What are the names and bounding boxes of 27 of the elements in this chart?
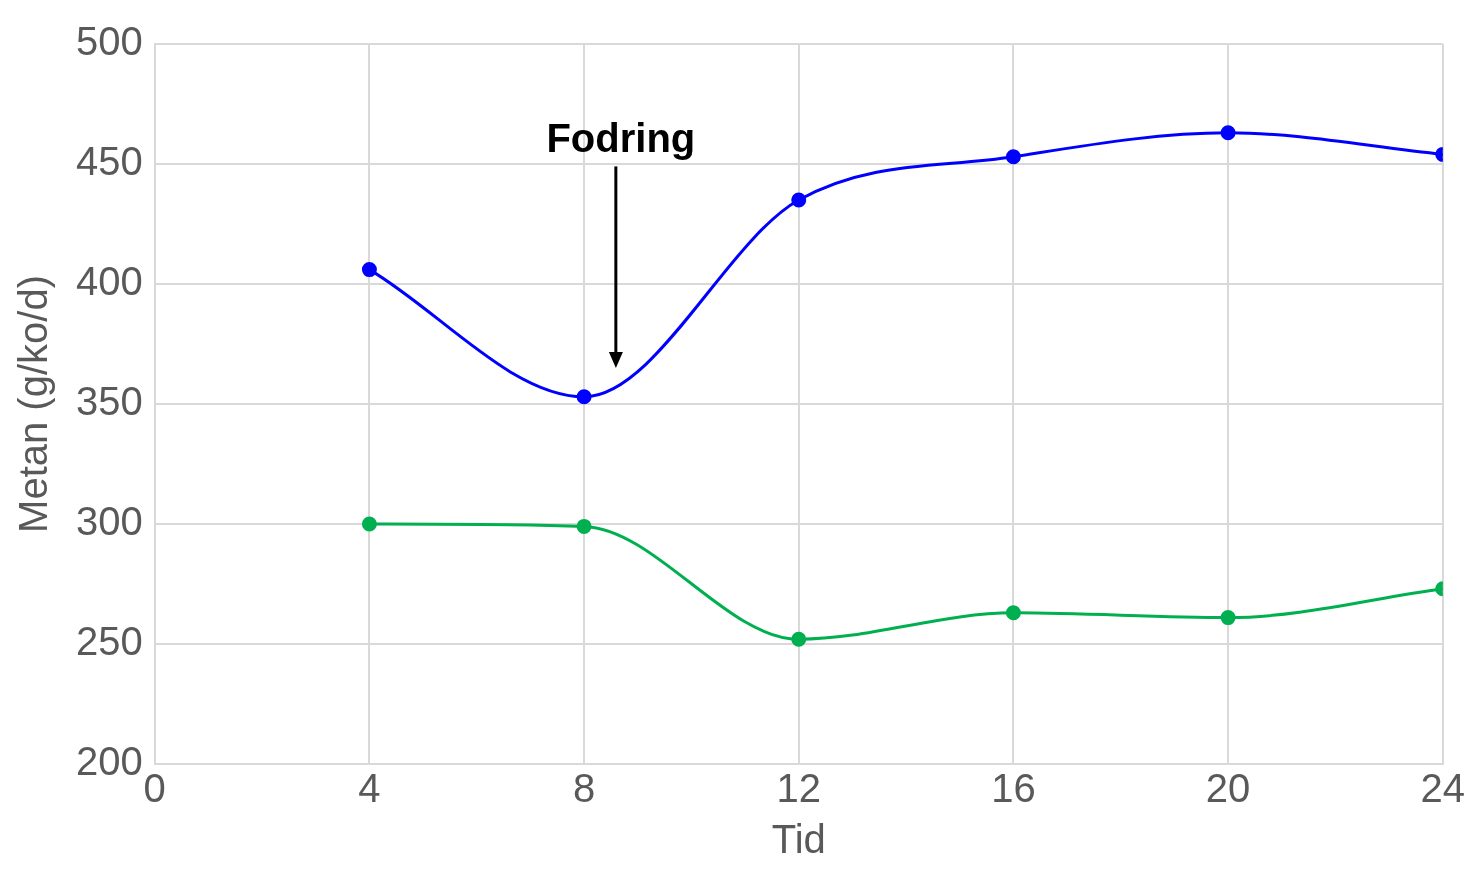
x-tick-label: 4 [358, 766, 381, 811]
point [361, 262, 377, 278]
x-tick-label: 12 [776, 766, 821, 811]
x-tick-label: 16 [991, 766, 1036, 811]
annotation: Fodring [546, 116, 696, 161]
y-axis-title: Metan (g/ko/d) [11, 275, 56, 533]
y-tick-label: 200 [75, 739, 143, 784]
y-tick-label: 400 [75, 259, 143, 304]
point [1220, 125, 1236, 141]
x-axis-title: Tid [771, 817, 826, 862]
point [576, 389, 592, 405]
x-tick-label: 20 [1205, 766, 1251, 811]
point [361, 516, 377, 532]
point [1005, 149, 1021, 165]
point [576, 518, 592, 534]
y-tick-label: 350 [75, 379, 143, 424]
x-tick-label: 24 [1420, 766, 1465, 811]
x-tick-label: 0 [143, 766, 166, 811]
y-tick-label: 500 [75, 19, 143, 64]
y-tick-label: 450 [75, 139, 143, 184]
y-tick-label: 250 [75, 619, 143, 664]
point [1220, 610, 1236, 626]
point [1005, 605, 1021, 621]
x-tick-label: 8 [572, 766, 596, 811]
point [791, 192, 807, 208]
y-tick-label: 300 [75, 499, 143, 544]
point [791, 631, 807, 647]
